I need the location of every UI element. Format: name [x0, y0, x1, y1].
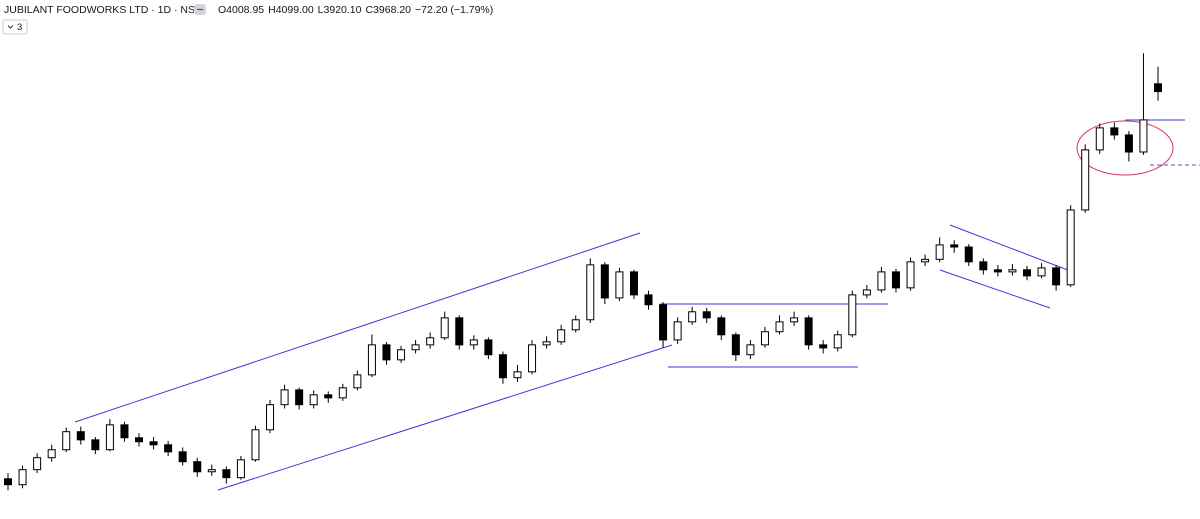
- candle-body: [309, 394, 318, 406]
- candle-body: [848, 294, 857, 336]
- candle-body: [498, 354, 507, 379]
- candle-body: [1066, 209, 1075, 286]
- candle-body: [120, 424, 129, 439]
- candle-body: [935, 244, 944, 260]
- falling-upper: [949, 224, 1074, 273]
- candle-body: [324, 394, 333, 399]
- ohlc-value: C3968.20: [365, 4, 411, 16]
- candle-body: [193, 461, 202, 473]
- candle-body: [1124, 134, 1133, 153]
- candle-body: [76, 431, 85, 441]
- candle-body: [702, 311, 711, 319]
- candle-body: [149, 441, 158, 446]
- candle-body: [367, 344, 376, 376]
- candle-body: [295, 389, 304, 406]
- candle-body: [629, 271, 638, 296]
- candle-body: [207, 469, 216, 473]
- candle-body: [571, 319, 580, 331]
- candle-body: [353, 374, 362, 389]
- candle-body: [673, 321, 682, 341]
- candle-body: [18, 469, 27, 486]
- candle-body: [775, 321, 784, 333]
- candle-body: [266, 404, 275, 431]
- candle-body: [731, 334, 740, 356]
- candle-body: [251, 429, 260, 461]
- candle-body: [688, 311, 697, 323]
- candle-body: [790, 317, 799, 323]
- candle-body: [426, 337, 435, 346]
- indicator-toggle[interactable]: [2, 19, 28, 35]
- ohlc-value: L3920.10: [318, 4, 362, 16]
- candle-body: [513, 371, 522, 379]
- candles: [4, 53, 1162, 491]
- falling-lower: [939, 269, 1051, 309]
- candle-body: [528, 344, 537, 373]
- ohlc-value: O4008.95: [218, 4, 264, 16]
- candle-body: [877, 271, 886, 291]
- candle-body: [62, 431, 71, 451]
- candle-body: [906, 261, 915, 289]
- candle-body: [1095, 127, 1104, 151]
- candle-body: [964, 246, 973, 263]
- candle-body: [455, 317, 464, 346]
- candle-body: [1052, 267, 1061, 286]
- candle-body: [979, 261, 988, 271]
- ohlc-value: H4099.00: [268, 4, 314, 16]
- candle-body: [1110, 127, 1119, 136]
- candle-body: [1037, 267, 1046, 277]
- ohlc-legend: O4008.95 H4099.00 L3920.10 C3968.20 −72.20 (…: [218, 4, 493, 16]
- candle-body: [804, 317, 813, 346]
- candle-body: [862, 289, 871, 296]
- candle-body: [760, 331, 769, 346]
- candle-body: [921, 258, 930, 263]
- candle-body: [542, 341, 551, 346]
- candle-body: [484, 339, 493, 356]
- candle-body: [1022, 269, 1031, 277]
- candle-body: [1008, 269, 1017, 273]
- candle-body: [586, 264, 595, 321]
- chevron: [7, 25, 14, 29]
- channel-upper: [74, 232, 641, 423]
- candle-body: [950, 244, 959, 248]
- candle-body: [615, 271, 624, 299]
- candle-body: [280, 389, 289, 406]
- candle-body: [47, 449, 56, 459]
- highlight-ellipse: [1076, 120, 1174, 176]
- candle-body: [135, 437, 144, 443]
- candle-body: [411, 344, 420, 351]
- candle-body: [338, 387, 347, 399]
- ohlc-value: −72.20 (−1.79%): [415, 4, 493, 16]
- channel-lower: [217, 344, 673, 491]
- indicator-count: 3: [17, 22, 22, 33]
- drawings: [74, 119, 1185, 491]
- candle-body: [644, 294, 653, 306]
- candle-body: [469, 339, 478, 346]
- candle-body: [91, 439, 100, 451]
- candle-body: [178, 451, 187, 463]
- candle-body: [993, 269, 1002, 273]
- candle-body: [659, 304, 668, 341]
- candle-body: [557, 329, 566, 343]
- candle-body: [164, 444, 173, 453]
- candle-body: [1139, 119, 1148, 153]
- candle-body: [717, 317, 726, 336]
- candle-body: [440, 317, 449, 339]
- candle-body: [746, 344, 755, 356]
- candle-body: [382, 344, 391, 361]
- candle-body: [236, 459, 245, 479]
- candle-body: [105, 424, 114, 451]
- candle-body: [819, 344, 828, 349]
- candle-body: [4, 478, 12, 486]
- candle-body: [1154, 83, 1162, 93]
- candle-body: [833, 334, 842, 349]
- candle-body: [222, 469, 231, 479]
- candle-body: [891, 271, 900, 289]
- candle-body: [33, 457, 42, 471]
- chart-title: JUBILANT FOODWORKS LTD · 1D · NSE: [4, 4, 202, 16]
- candle-body: [1081, 149, 1090, 211]
- candle-body: [600, 264, 609, 299]
- candle-body: [397, 349, 406, 361]
